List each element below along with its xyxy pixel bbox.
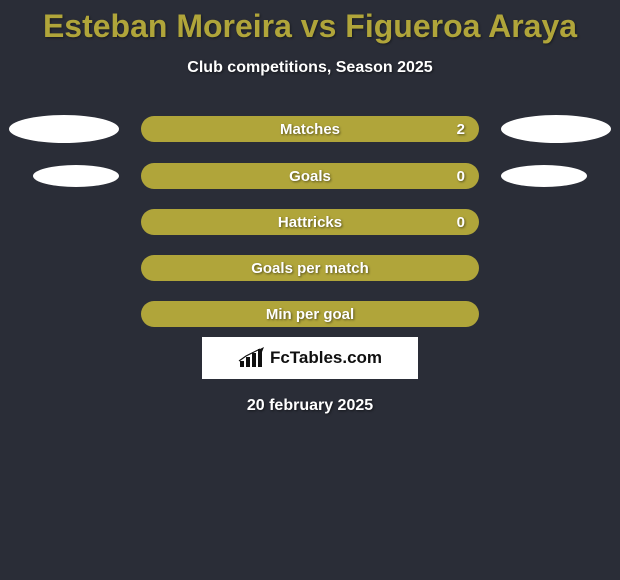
subtitle: Club competitions, Season 2025 (0, 59, 620, 77)
stat-value-matches: 2 (457, 121, 465, 138)
stat-bar-mpg: Min per goal (141, 301, 479, 327)
stat-value-goals: 0 (457, 168, 465, 185)
spacer-right-goals (501, 165, 611, 187)
stat-label-goals: Goals (289, 168, 331, 185)
stat-label-mpg: Min per goal (266, 306, 354, 323)
stat-bar-hattricks: Hattricks 0 (141, 209, 479, 235)
ellipse-left-goals (33, 165, 119, 187)
logo: FcTables.com (238, 347, 382, 369)
stat-value-hattricks: 0 (457, 214, 465, 231)
stat-row-matches: Matches 2 (0, 115, 620, 143)
stat-row-gpm: Goals per match (0, 255, 620, 281)
stat-bar-goals: Goals 0 (141, 163, 479, 189)
stat-bar-matches: Matches 2 (141, 116, 479, 142)
logo-text: FcTables.com (270, 348, 382, 368)
stat-row-hattricks: Hattricks 0 (0, 209, 620, 235)
logo-box: FcTables.com (202, 337, 418, 379)
stat-bar-gpm: Goals per match (141, 255, 479, 281)
stat-label-matches: Matches (280, 121, 340, 138)
stat-row-mpg: Min per goal (0, 301, 620, 327)
chart-icon (238, 347, 266, 369)
ellipse-right-matches (501, 115, 611, 143)
stat-label-gpm: Goals per match (251, 260, 369, 277)
spacer-left-goals (9, 165, 119, 187)
stat-label-hattricks: Hattricks (278, 214, 342, 231)
stats-container: Matches 2 Goals 0 Hattricks 0 Goals per … (0, 115, 620, 327)
ellipse-left-matches (9, 115, 119, 143)
date-text: 20 february 2025 (0, 397, 620, 415)
comparison-title: Esteban Moreira vs Figueroa Araya (0, 0, 620, 45)
ellipse-right-goals (501, 165, 587, 187)
stat-row-goals: Goals 0 (0, 163, 620, 189)
